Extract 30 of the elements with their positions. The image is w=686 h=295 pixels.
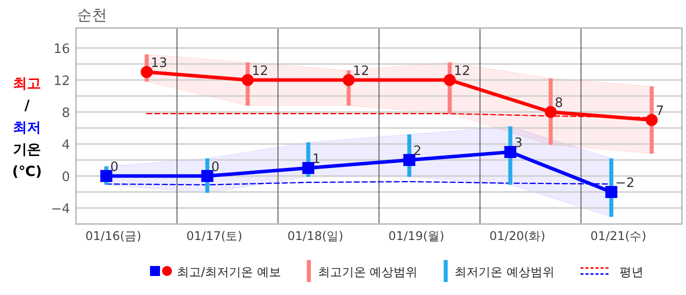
data-label: 13 xyxy=(150,56,168,71)
data-label: 12 xyxy=(252,64,268,79)
data-label: 0 xyxy=(110,160,119,175)
legend-label: 최고기온 예상범위 xyxy=(318,265,418,279)
x-tick-label: 01/21(수) xyxy=(590,229,646,243)
data-label: 8 xyxy=(554,96,563,111)
data-label: 7 xyxy=(656,104,664,119)
data-label: 2 xyxy=(413,144,422,159)
ylabel: 최고/최저 기온 (℃) xyxy=(12,76,42,180)
data-label: 12 xyxy=(454,64,470,79)
legend-label: 최고/최저기온 예보 xyxy=(177,265,281,279)
y-tick-label: 4 xyxy=(62,138,70,153)
x-tick-label: 01/20(화) xyxy=(489,229,546,243)
x-tick-label: 01/16(금) xyxy=(85,229,142,243)
y-tick-label: −4 xyxy=(50,202,70,217)
data-label: 3 xyxy=(514,136,523,151)
data-label: −2 xyxy=(615,176,634,191)
chart-title: 순천 xyxy=(77,6,107,24)
y-tick-label: 8 xyxy=(62,106,70,121)
y-tick-label: 0 xyxy=(62,170,70,185)
x-tick-label: 01/18(일) xyxy=(287,229,344,243)
data-label: 1 xyxy=(312,152,321,167)
y-tick-label: 16 xyxy=(53,42,70,57)
data-label: 0 xyxy=(211,160,220,175)
y-tick-label: 12 xyxy=(53,74,70,89)
legend-label: 평년 xyxy=(620,265,644,279)
data-label: 12 xyxy=(352,64,370,79)
legend-label: 최저기온 예상범위 xyxy=(454,265,555,279)
x-tick-label: 01/19(월) xyxy=(388,229,444,243)
x-tick-label: 01/17(토) xyxy=(186,229,242,243)
